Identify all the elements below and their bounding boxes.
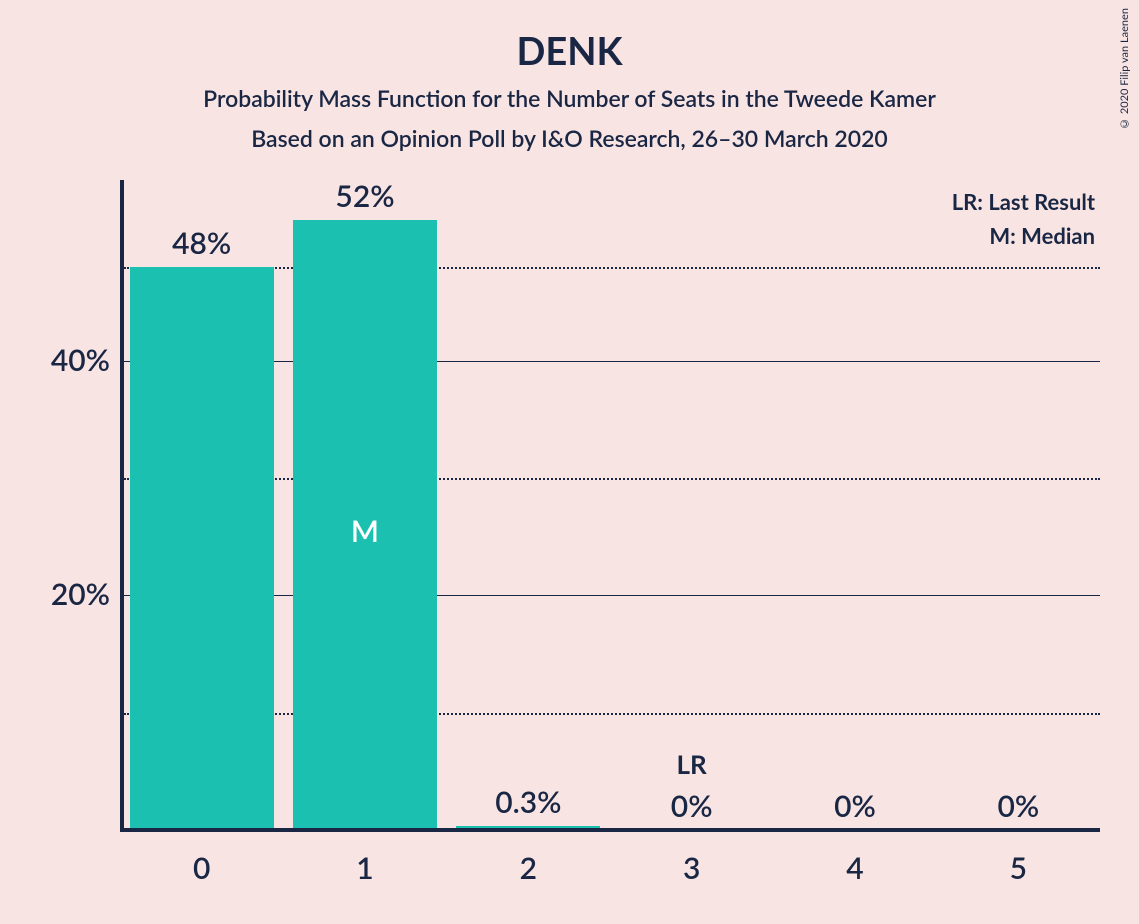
y-axis — [120, 180, 124, 830]
chart-subtitle-2: Based on an Opinion Poll by I&O Research… — [0, 124, 1139, 152]
x-tick-label: 4 — [773, 850, 936, 886]
bar-value-label: 0% — [610, 788, 773, 824]
x-tick-label: 1 — [283, 850, 446, 886]
bar — [130, 267, 274, 830]
chart-title: DENK — [0, 28, 1139, 74]
x-tick-label: 2 — [447, 850, 610, 886]
x-tick-label: 3 — [610, 850, 773, 886]
y-tick-label: 20% — [30, 576, 110, 612]
last-result-marker: LR — [610, 748, 773, 780]
x-tick-label: 5 — [937, 850, 1100, 886]
bar-value-label: 0% — [937, 788, 1100, 824]
x-axis — [120, 828, 1100, 832]
chart-subtitle-1: Probability Mass Function for the Number… — [0, 84, 1139, 112]
legend-last-result: LR: Last Result — [952, 188, 1095, 215]
x-tick-label: 0 — [120, 850, 283, 886]
median-marker: M — [293, 513, 437, 549]
chart-container: © 2020 Filip van Laenen DENK Probability… — [0, 0, 1139, 924]
legend-median: M: Median — [989, 222, 1095, 249]
bar-value-label: 52% — [283, 178, 446, 214]
bar-value-label: 48% — [120, 225, 283, 261]
bar-value-label: 0.3% — [447, 784, 610, 820]
bar-value-label: 0% — [773, 788, 936, 824]
plot-area: 20%40%48%052%1M0.3%20%3LR0%40%5LR: Last … — [120, 220, 1100, 830]
y-tick-label: 40% — [30, 342, 110, 378]
